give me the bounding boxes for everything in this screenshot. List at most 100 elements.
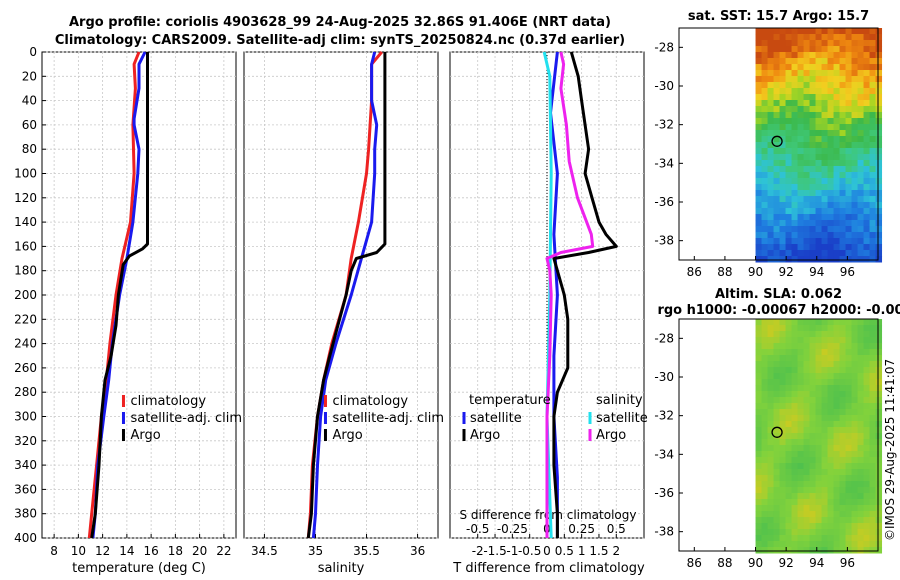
heatmap-cell	[809, 52, 817, 59]
heatmap-cell	[839, 100, 847, 107]
heatmap-cell	[863, 130, 871, 137]
heatmap-cell	[875, 391, 883, 398]
heatmap-cell	[767, 535, 775, 542]
heatmap-cell	[821, 166, 829, 173]
heatmap-cell	[785, 172, 793, 179]
legend-label: satellite-adj. clim	[332, 411, 444, 426]
heatmap-cell	[761, 34, 769, 41]
heatmap-cell	[857, 232, 865, 239]
heatmap-cell	[875, 250, 883, 257]
heatmap-cell	[833, 160, 841, 167]
heatmap-cell	[755, 118, 763, 125]
heatmap-cell	[845, 469, 853, 476]
heatmap-cell	[815, 202, 823, 209]
heatmap-cell	[833, 118, 841, 125]
heatmap-cell	[767, 232, 775, 239]
heatmap-cell	[809, 58, 817, 65]
heatmap-cell	[797, 250, 805, 257]
heatmap-cell	[869, 190, 877, 197]
heatmap-cell	[803, 445, 811, 452]
heatmap-cell	[845, 487, 853, 494]
heatmap-cell	[779, 220, 787, 227]
heatmap-cell	[779, 451, 787, 458]
heatmap-cell	[791, 397, 799, 404]
heatmap-cell	[803, 46, 811, 53]
heatmap-cell	[785, 535, 793, 542]
heatmap-cell	[767, 493, 775, 500]
x-tick-label: 10	[71, 544, 86, 558]
heatmap-cell	[827, 463, 835, 470]
heatmap-cell	[785, 190, 793, 197]
heatmap-cell	[833, 208, 841, 215]
heatmap-cell	[839, 226, 847, 233]
heatmap-cell	[821, 190, 829, 197]
heatmap-cell	[761, 379, 769, 386]
heatmap-cell	[785, 232, 793, 239]
heatmap-cell	[851, 499, 859, 506]
heatmap-cell	[767, 136, 775, 143]
heatmap-cell	[833, 457, 841, 464]
heatmap-cell	[767, 361, 775, 368]
heatmap-cell	[845, 535, 853, 542]
heatmap-cell	[839, 184, 847, 191]
heatmap-cell	[857, 28, 865, 35]
heatmap-cell	[809, 64, 817, 71]
heatmap-cell	[839, 349, 847, 356]
heatmap-cell	[767, 118, 775, 125]
heatmap-cell	[773, 148, 781, 155]
heatmap-cell	[869, 385, 877, 392]
heatmap-cell	[875, 136, 883, 143]
heatmap-cell	[767, 409, 775, 416]
heatmap-cell	[773, 319, 781, 326]
map-y-tick-label: -28	[654, 40, 674, 54]
heatmap-cell	[791, 256, 799, 263]
heatmap-cell	[755, 547, 763, 554]
heatmap-cell	[791, 505, 799, 512]
heatmap-cell	[839, 451, 847, 458]
heatmap-cell	[773, 232, 781, 239]
x-axis-label: T difference from climatology	[452, 561, 645, 576]
heatmap-cell	[773, 487, 781, 494]
heatmap-cell	[779, 256, 787, 263]
heatmap-cell	[827, 499, 835, 506]
heatmap-cell	[767, 154, 775, 161]
heatmap-cell	[869, 226, 877, 233]
heatmap-cell	[761, 256, 769, 263]
heatmap-cell	[815, 238, 823, 245]
heatmap-cell	[785, 529, 793, 536]
heatmap-cell	[833, 148, 841, 155]
heatmap-cell	[869, 208, 877, 215]
heatmap-cell	[779, 214, 787, 221]
heatmap-cell	[755, 202, 763, 209]
heatmap-cell	[839, 172, 847, 179]
heatmap-cell	[875, 70, 883, 77]
heatmap-cell	[845, 355, 853, 362]
heatmap-cell	[767, 451, 775, 458]
heatmap-cell	[791, 250, 799, 257]
heatmap-cell	[839, 457, 847, 464]
heatmap-cell	[857, 397, 865, 404]
heatmap-cell	[821, 433, 829, 440]
heatmap-cell	[797, 355, 805, 362]
heatmap-cell	[851, 118, 859, 125]
heatmap-cell	[863, 142, 871, 149]
heatmap-cell	[821, 178, 829, 185]
heatmap-cell	[803, 196, 811, 203]
heatmap-cell	[863, 64, 871, 71]
x-tick-label: -0.5	[518, 544, 541, 558]
heatmap-cell	[791, 469, 799, 476]
heatmap-cell	[827, 547, 835, 554]
heatmap-cell	[821, 202, 829, 209]
heatmap-cell	[761, 433, 769, 440]
heatmap-cell	[797, 385, 805, 392]
heatmap-cell	[863, 421, 871, 428]
heatmap-cell	[761, 493, 769, 500]
heatmap-cell	[833, 106, 841, 113]
heatmap-cell	[791, 148, 799, 155]
heatmap-cell	[815, 52, 823, 59]
heatmap-cell	[827, 172, 835, 179]
heatmap-cell	[845, 517, 853, 524]
heatmap-cell	[809, 46, 817, 53]
heatmap-cell	[869, 409, 877, 416]
